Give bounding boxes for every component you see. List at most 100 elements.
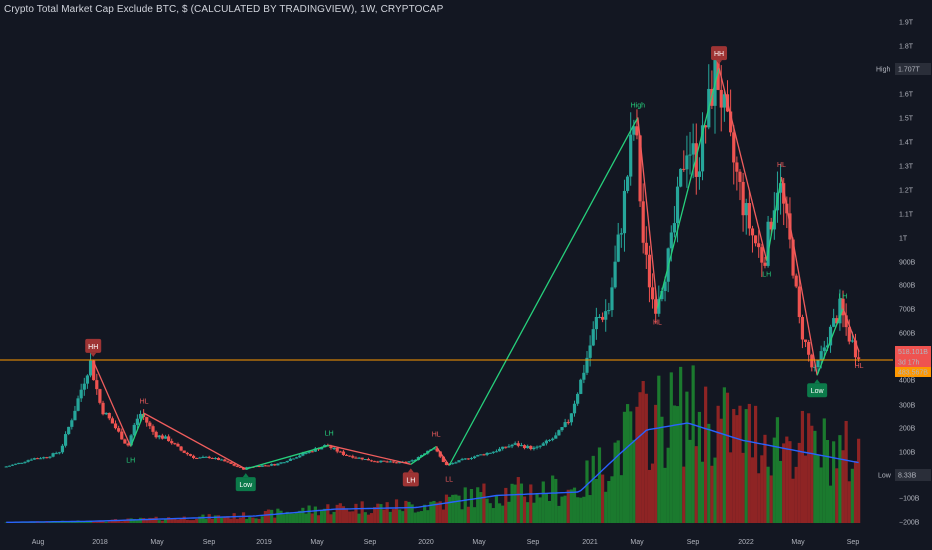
- volume-bar: [338, 503, 342, 523]
- volume-bar: [413, 512, 417, 523]
- candle-body: [647, 254, 652, 288]
- candle-body: [722, 94, 726, 108]
- candle-body: [210, 457, 214, 459]
- volume-bar: [778, 460, 783, 523]
- volume-bar: [685, 391, 689, 523]
- volume-bar: [313, 506, 317, 523]
- candle-body: [17, 462, 21, 464]
- low-value: 8.33B: [898, 473, 917, 480]
- volume-bar: [832, 441, 836, 523]
- candle-body: [332, 447, 336, 449]
- time-tick-label: Sep: [203, 539, 216, 546]
- volume-bar: [98, 520, 102, 523]
- candle-body: [32, 458, 36, 460]
- candle-body: [270, 464, 274, 466]
- volume-bar: [176, 519, 180, 523]
- volume-bar: [794, 466, 798, 523]
- candle-body: [466, 458, 470, 460]
- volume-bar: [416, 511, 420, 523]
- zigzag-segment: [329, 444, 411, 465]
- volume-bar: [366, 514, 371, 523]
- zigzag-segment: [130, 413, 145, 447]
- candle-body: [344, 454, 349, 456]
- candle-body: [285, 460, 289, 463]
- volume-bar: [535, 493, 539, 523]
- candle-body: [263, 465, 267, 467]
- time-tick-label: May: [472, 539, 486, 546]
- volume-bar: [204, 518, 208, 523]
- volume-bar: [291, 513, 296, 523]
- candle-body: [101, 402, 105, 415]
- candle-body: [63, 434, 68, 446]
- volume-bar: [73, 521, 77, 523]
- volume-bar: [638, 392, 642, 523]
- volume-bar: [582, 496, 586, 523]
- candle-body: [45, 457, 49, 459]
- volume-bar: [223, 517, 227, 523]
- volume-bar: [654, 404, 658, 523]
- time-tick-label: 2021: [582, 539, 598, 546]
- pivot-labels: HH LH HL Low LH LH HL LL High HL HH LH HL Low LH HL: [85, 46, 864, 492]
- candle-body: [741, 181, 745, 216]
- candle-body: [444, 462, 449, 466]
- volume-bar: [151, 518, 155, 523]
- volume-bar: [448, 496, 452, 523]
- candle-body: [807, 341, 811, 355]
- volume-bar: [551, 475, 555, 523]
- candle-body: [832, 318, 836, 327]
- volume-bar: [822, 418, 826, 523]
- pivot-label: HL: [777, 162, 786, 169]
- volume-bar: [672, 405, 677, 523]
- time-axis[interactable]: Aug 2018 May Sep 2019 May Sep 2020 May Sep 2021 May…: [32, 539, 860, 546]
- candle-body: [735, 162, 739, 172]
- volume-bar: [170, 518, 174, 523]
- volume-bar: [644, 393, 648, 523]
- candle-body: [129, 435, 133, 446]
- candle-body: [82, 383, 86, 390]
- candle-body: [304, 452, 308, 454]
- volume-bar: [510, 483, 514, 523]
- candle-body: [410, 460, 414, 462]
- volume-bar: [469, 488, 474, 523]
- volume-bar: [691, 365, 695, 523]
- candle-body: [438, 451, 442, 457]
- volume-bar: [485, 498, 489, 523]
- candle-body: [757, 243, 761, 248]
- candle-body: [354, 457, 358, 459]
- right-price-axis[interactable]: 1.9T1.8T1.7T1.6T1.5T1.4T1.3T1.2T1.1T1T90…: [876, 0, 932, 550]
- volume-bar: [679, 366, 683, 523]
- volume-bar: [270, 509, 274, 523]
- volume-bar: [757, 473, 761, 523]
- volume-bar: [332, 511, 336, 523]
- volume-bar: [394, 499, 399, 523]
- candle-body: [679, 168, 683, 187]
- volume-bar: [191, 520, 196, 523]
- candle-body: [507, 446, 511, 448]
- axis-tick-label: 600B: [899, 331, 916, 338]
- volume-bar: [423, 504, 427, 523]
- candle-body: [650, 287, 655, 300]
- volume-bar: [813, 430, 817, 523]
- volume-bar: [760, 455, 764, 523]
- volume-bar: [148, 517, 152, 523]
- candle-body: [797, 286, 801, 318]
- candle-body: [844, 315, 848, 328]
- candle-body: [360, 457, 364, 460]
- volume-bar: [195, 518, 199, 523]
- volume-bar: [410, 504, 414, 523]
- volume-bar: [363, 512, 367, 523]
- volume-bar: [357, 513, 361, 523]
- volume-bars: [4, 365, 861, 523]
- candle-body: [441, 456, 445, 463]
- candle-body: [176, 443, 180, 447]
- candle-body: [644, 242, 648, 255]
- volume-bar: [541, 481, 545, 523]
- candle-body: [526, 445, 530, 449]
- volume-bar: [216, 515, 221, 523]
- countdown-badge: [895, 357, 931, 367]
- volume-bar: [407, 501, 411, 523]
- volume-bar: [276, 508, 280, 523]
- volume-bar: [782, 443, 786, 523]
- pivot-label: LH: [126, 458, 135, 465]
